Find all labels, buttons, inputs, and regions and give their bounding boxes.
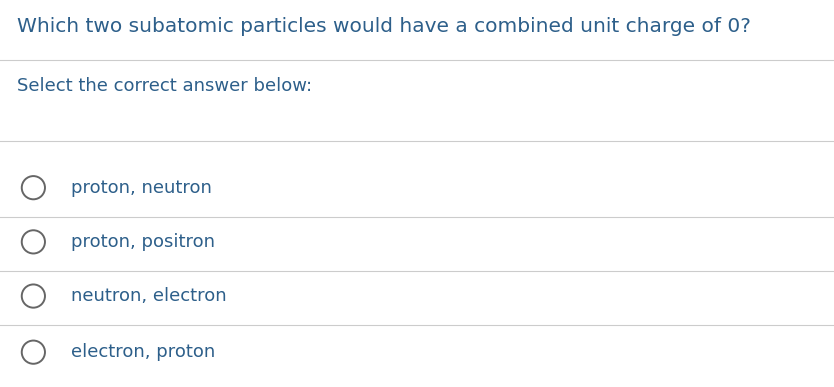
Text: Which two subatomic particles would have a combined unit charge of 0?: Which two subatomic particles would have… — [17, 17, 751, 36]
Text: proton, positron: proton, positron — [71, 233, 215, 251]
Text: proton, neutron: proton, neutron — [71, 179, 212, 197]
Text: electron, proton: electron, proton — [71, 343, 215, 361]
Text: neutron, electron: neutron, electron — [71, 287, 227, 305]
Text: Select the correct answer below:: Select the correct answer below: — [17, 77, 312, 96]
